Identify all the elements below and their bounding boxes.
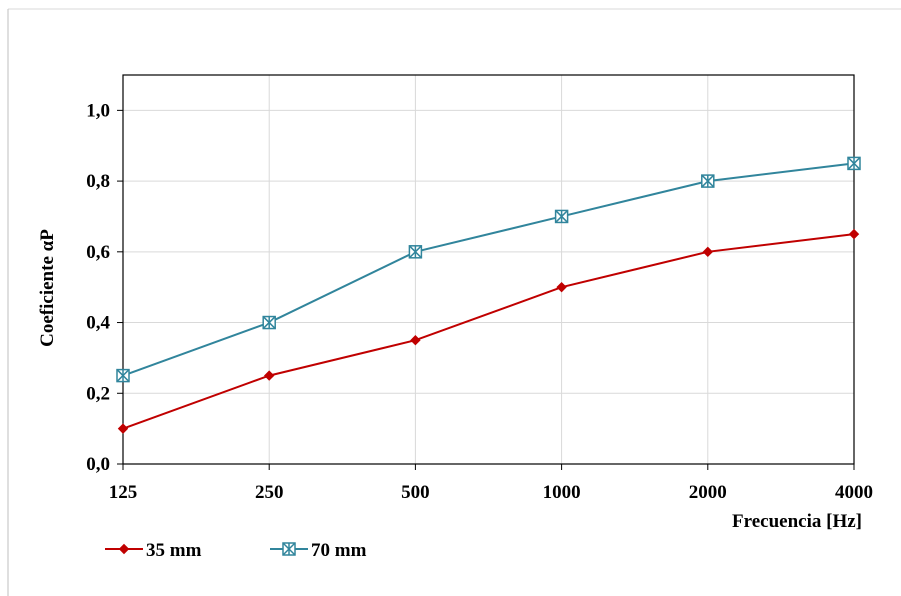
y-tick-label: 0,4 xyxy=(86,313,110,334)
x-tick-label: 1000 xyxy=(543,482,581,503)
x-tick-label: 500 xyxy=(401,482,430,503)
axes xyxy=(117,74,855,470)
x-tick-label: 125 xyxy=(109,482,138,503)
x-axis-title: Frecuencia [Hz] xyxy=(732,511,862,532)
data-point xyxy=(848,228,860,240)
series-line xyxy=(122,233,855,430)
y-tick-label: 0,8 xyxy=(86,171,110,192)
data-point xyxy=(262,315,276,330)
y-tick-label: 0,6 xyxy=(86,242,110,263)
data-point xyxy=(702,246,714,258)
data-point xyxy=(117,423,129,434)
y-axis-title: Coeficiente αP xyxy=(37,229,58,347)
plot-area-border xyxy=(122,74,855,465)
x-tick-label: 4000 xyxy=(835,482,873,503)
data-point xyxy=(701,174,715,188)
y-tick-label: 0,2 xyxy=(86,383,110,404)
legend-marker xyxy=(282,542,296,556)
data-point xyxy=(408,245,423,259)
data-point xyxy=(116,368,130,383)
data-point xyxy=(847,156,861,171)
data-point xyxy=(556,281,567,293)
legend: 35 mm 70 mm xyxy=(105,540,367,561)
x-tick-label: 2000 xyxy=(689,482,727,503)
legend-label: 35 mm xyxy=(146,540,202,561)
grid xyxy=(122,75,855,465)
tick-labels: 0,0 0,2 0,4 0,6 0,8 1,0 125 250 500 1000 2000 4000 xyxy=(86,100,873,503)
legend-marker xyxy=(118,543,130,555)
data-point xyxy=(410,335,421,346)
data-point xyxy=(554,209,569,224)
series-line xyxy=(122,162,855,377)
y-tick-label: 0,0 xyxy=(86,454,110,475)
x-tick-label: 250 xyxy=(255,482,284,503)
data-point xyxy=(263,370,275,381)
legend-label: 70 mm xyxy=(311,540,367,561)
y-tick-label: 1,0 xyxy=(86,100,110,121)
series xyxy=(116,156,861,434)
